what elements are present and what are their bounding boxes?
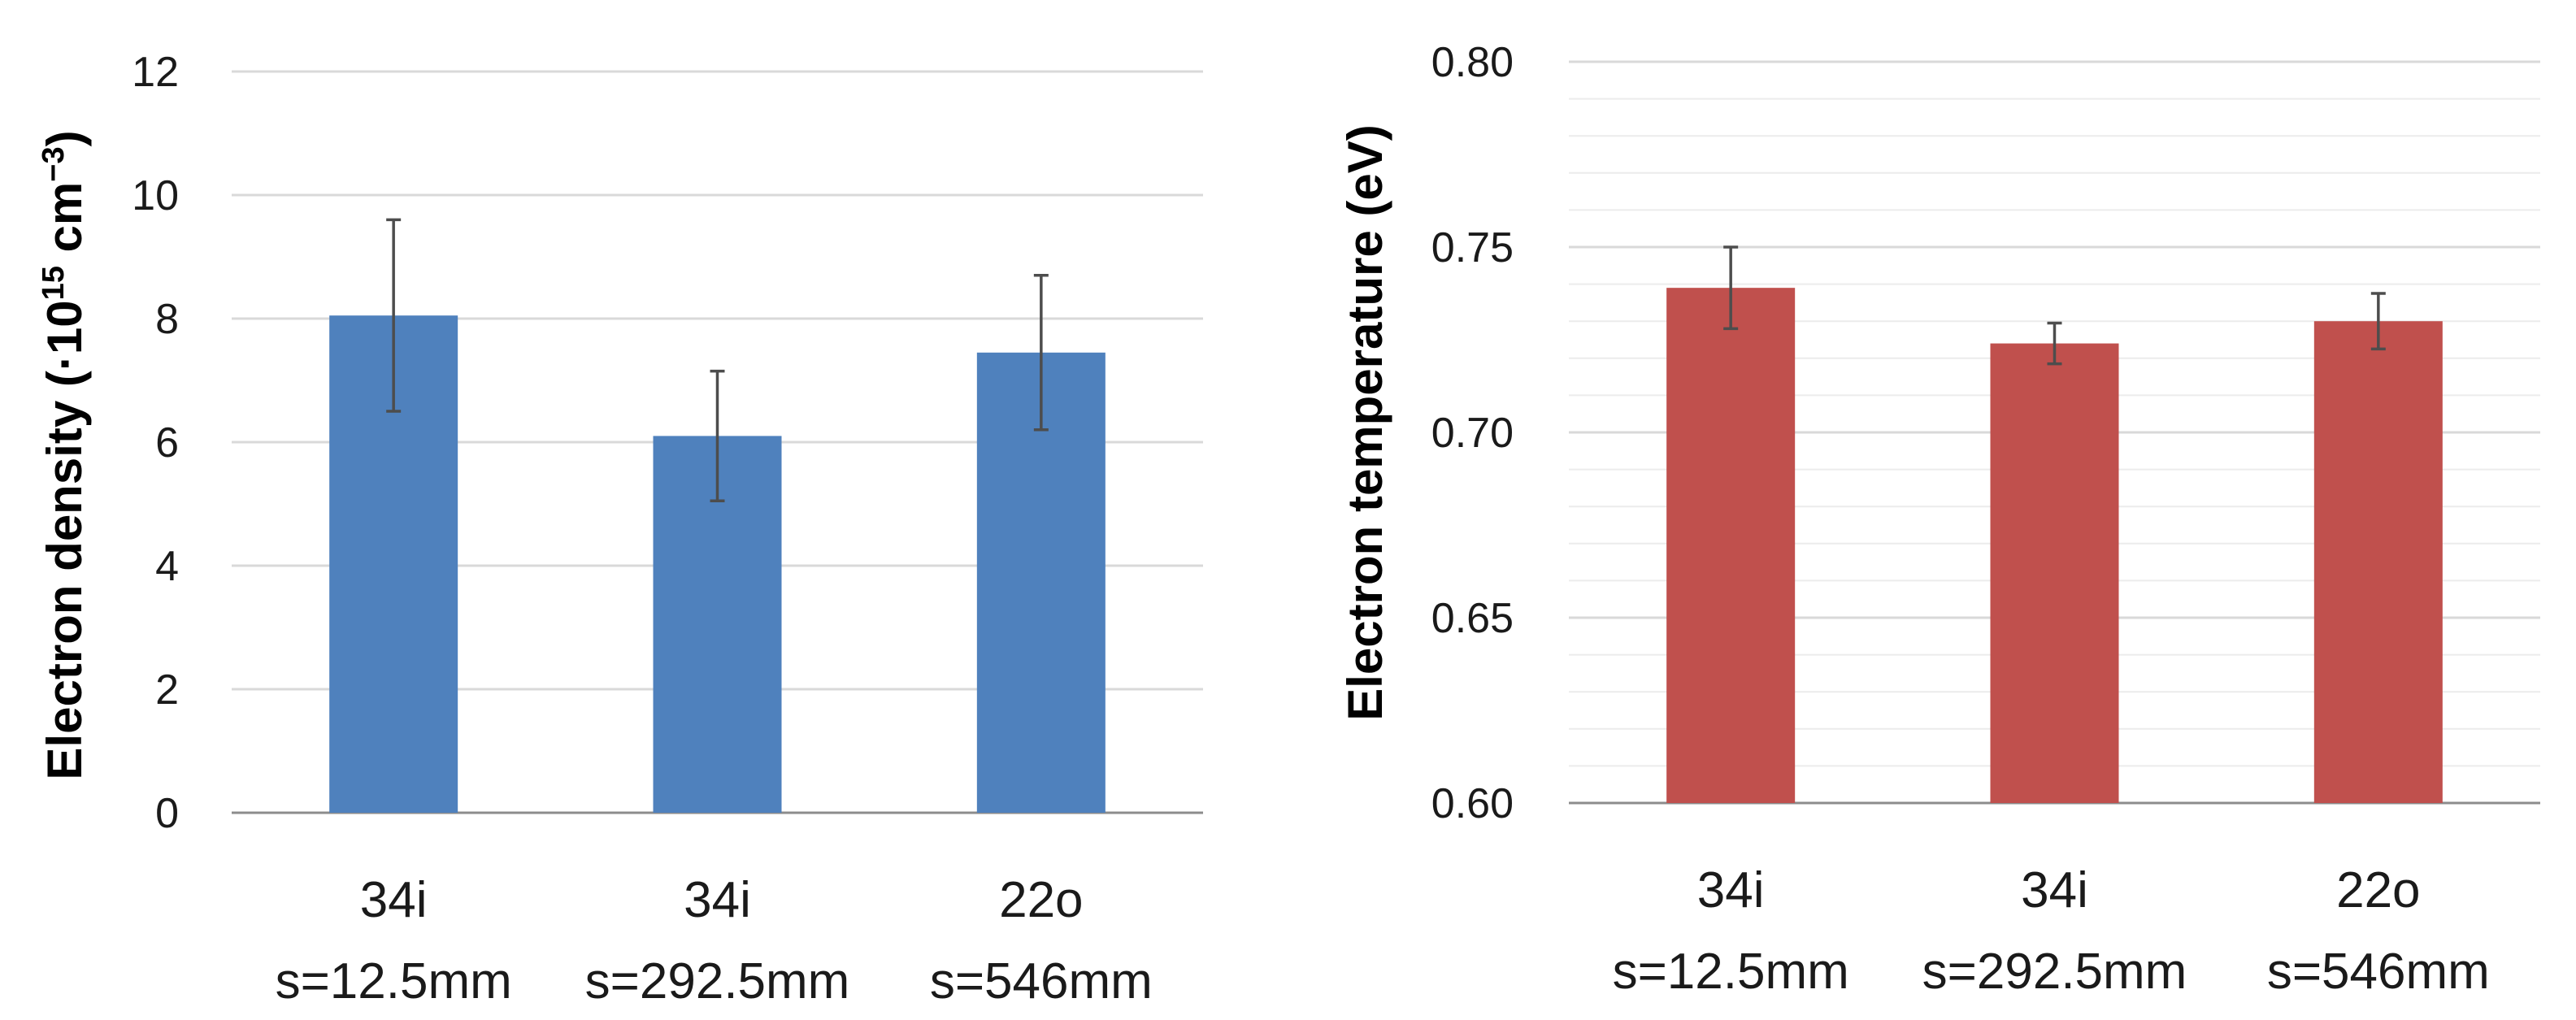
category-label-line1: 34i	[684, 872, 751, 928]
temperature-error-bars	[1723, 245, 2386, 366]
category-label-line2: s=546mm	[930, 953, 1153, 1009]
error-bar	[2047, 321, 2062, 366]
temperature-bars	[1666, 288, 2443, 803]
bar	[1990, 343, 2119, 803]
category-label-line1: 34i	[360, 872, 428, 928]
category-label-line1: 34i	[2021, 862, 2088, 918]
error-bar	[386, 218, 402, 413]
temperature-y-axis-label: Electron temperature (eV)	[1338, 124, 1392, 721]
temperature-y-tick-labels: 0.60 0.65 0.70 0.75 0.80	[1431, 39, 1514, 827]
category-label-line1: 22o	[2336, 862, 2420, 918]
category-label-line2: s=292.5mm	[585, 953, 850, 1009]
error-bar	[710, 369, 725, 502]
error-bar	[1033, 274, 1049, 432]
category-label-line1: 22o	[999, 872, 1083, 928]
category-label-line1: 34i	[1697, 862, 1765, 918]
bar	[2313, 321, 2443, 803]
y-tick-label: 12	[132, 49, 179, 96]
y-tick-label: 2	[155, 666, 179, 714]
density-y-axis-label: Electron density (·1015 cm−3)	[37, 130, 92, 779]
temperature-category-labels: 34i s=12.5mm 34i s=292.5mm 22o s=546mm	[1613, 862, 2490, 1000]
y-tick-label: 10	[132, 172, 179, 219]
density-y-tick-labels: 0 2 4 6 8 10 12	[132, 49, 179, 837]
bar	[1666, 288, 1796, 803]
y-tick-label: 0.75	[1431, 224, 1514, 271]
y-tick-label: 0.70	[1431, 410, 1514, 457]
category-label-line2: s=12.5mm	[276, 953, 512, 1009]
y-tick-label: 0.65	[1431, 595, 1514, 642]
error-bar	[2370, 292, 2386, 351]
error-bar	[1723, 245, 1739, 331]
y-tick-label: 6	[155, 419, 179, 467]
category-label-line2: s=546mm	[2267, 944, 2490, 1000]
y-tick-label: 8	[155, 296, 179, 343]
category-label-line2: s=12.5mm	[1613, 944, 1849, 1000]
y-tick-label: 0.80	[1431, 39, 1514, 86]
density-category-labels: 34i s=12.5mm 34i s=292.5mm 22o s=546mm	[276, 872, 1153, 1009]
y-tick-label: 4	[155, 543, 179, 590]
y-tick-label: 0	[155, 790, 179, 837]
category-label-line2: s=292.5mm	[1922, 944, 2187, 1000]
electron-density-chart: 0 2 4 6 8 10 12 34i s=12.5mm 34i s=292.5mm 22o s=54…	[37, 49, 1203, 1009]
density-error-bars	[386, 218, 1049, 502]
electron-temperature-chart: 0.60 0.65 0.70 0.75 0.80 34i s=12.5mm 34i s=292…	[1338, 39, 2540, 1000]
y-tick-label: 0.60	[1431, 780, 1514, 827]
